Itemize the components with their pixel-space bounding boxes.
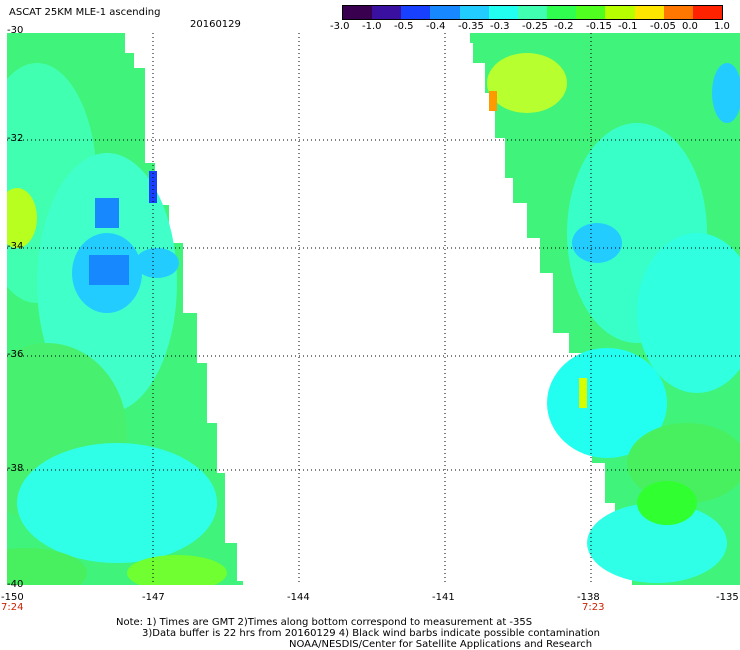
colorbar-tick-label: -1.0 (362, 21, 382, 32)
wind-map-svg (7, 33, 740, 585)
lat-label-34: -34 (7, 241, 24, 252)
colorbar-tick-label: -0.2 (554, 21, 574, 32)
colorbar-segment (692, 6, 723, 19)
lon-label-144: -144 (287, 592, 310, 603)
colorbar-tick-label: -3.0 (330, 21, 350, 32)
lon-label-138: -138 (577, 592, 600, 603)
colorbar-segment (547, 6, 577, 19)
colorbar-tick-label: -0.3 (490, 21, 510, 32)
product-title: ASCAT 25KM MLE-1 ascending (9, 7, 161, 18)
colorbar-tick-label: -0.25 (522, 21, 548, 32)
lon-label-135: -135 (716, 592, 739, 603)
wind-map (7, 33, 740, 585)
lon-label-147: -147 (142, 592, 165, 603)
time-label-left: 7:24 (1, 602, 24, 613)
colorbar-tick-label: -0.15 (586, 21, 612, 32)
colorbar-tick-label: -0.5 (394, 21, 414, 32)
colorbar-tick-label: 0.0 (682, 21, 698, 32)
colorbar-segment (401, 6, 431, 19)
graticule (7, 33, 740, 585)
colorbar-segment (663, 6, 693, 19)
colorbar-tick-label: -0.1 (618, 21, 638, 32)
product-date: 20160129 (190, 19, 241, 30)
colorbar-segment (634, 6, 664, 19)
colorbar-segment (576, 6, 606, 19)
colorbar-segment (372, 6, 402, 19)
colorbar-tick-labels: -3.0 -1.0 -0.5 -0.4 -0.35 -0.3 -0.25 -0.2 -0.15-… (330, 21, 734, 33)
left-swath (7, 33, 243, 585)
note-line-3: NOAA/NESDIS/Center for Satellite Applica… (289, 639, 593, 650)
colorbar-tick-label: -0.05 (650, 21, 676, 32)
right-swath (470, 33, 740, 585)
colorbar (342, 5, 723, 20)
colorbar-segment (343, 6, 373, 19)
colorbar-segment (488, 6, 518, 19)
colorbar-tick-label: -0.4 (426, 21, 446, 32)
time-label-right: 7:23 (582, 602, 605, 613)
lat-label-36: -36 (7, 349, 24, 360)
lon-label-141: -141 (432, 592, 455, 603)
lat-label-30: -30 (7, 25, 24, 36)
lat-label-38: -38 (7, 463, 24, 474)
note-line-2: 3)Data buffer is 22 hrs from 20160129 4)… (142, 628, 600, 639)
colorbar-segment (459, 6, 489, 19)
colorbar-tick-label: -0.35 (458, 21, 484, 32)
colorbar-segment (517, 6, 548, 19)
colorbar-tick-label: 1.0 (714, 21, 730, 32)
lat-label-32: -32 (7, 133, 24, 144)
colorbar-segment (430, 6, 460, 19)
note-line-1: Note: 1) Times are GMT 2)Times along bot… (116, 617, 533, 628)
colorbar-segment (605, 6, 635, 19)
lon-label-150: -150 (1, 592, 24, 603)
lat-label-40: -40 (7, 579, 24, 590)
